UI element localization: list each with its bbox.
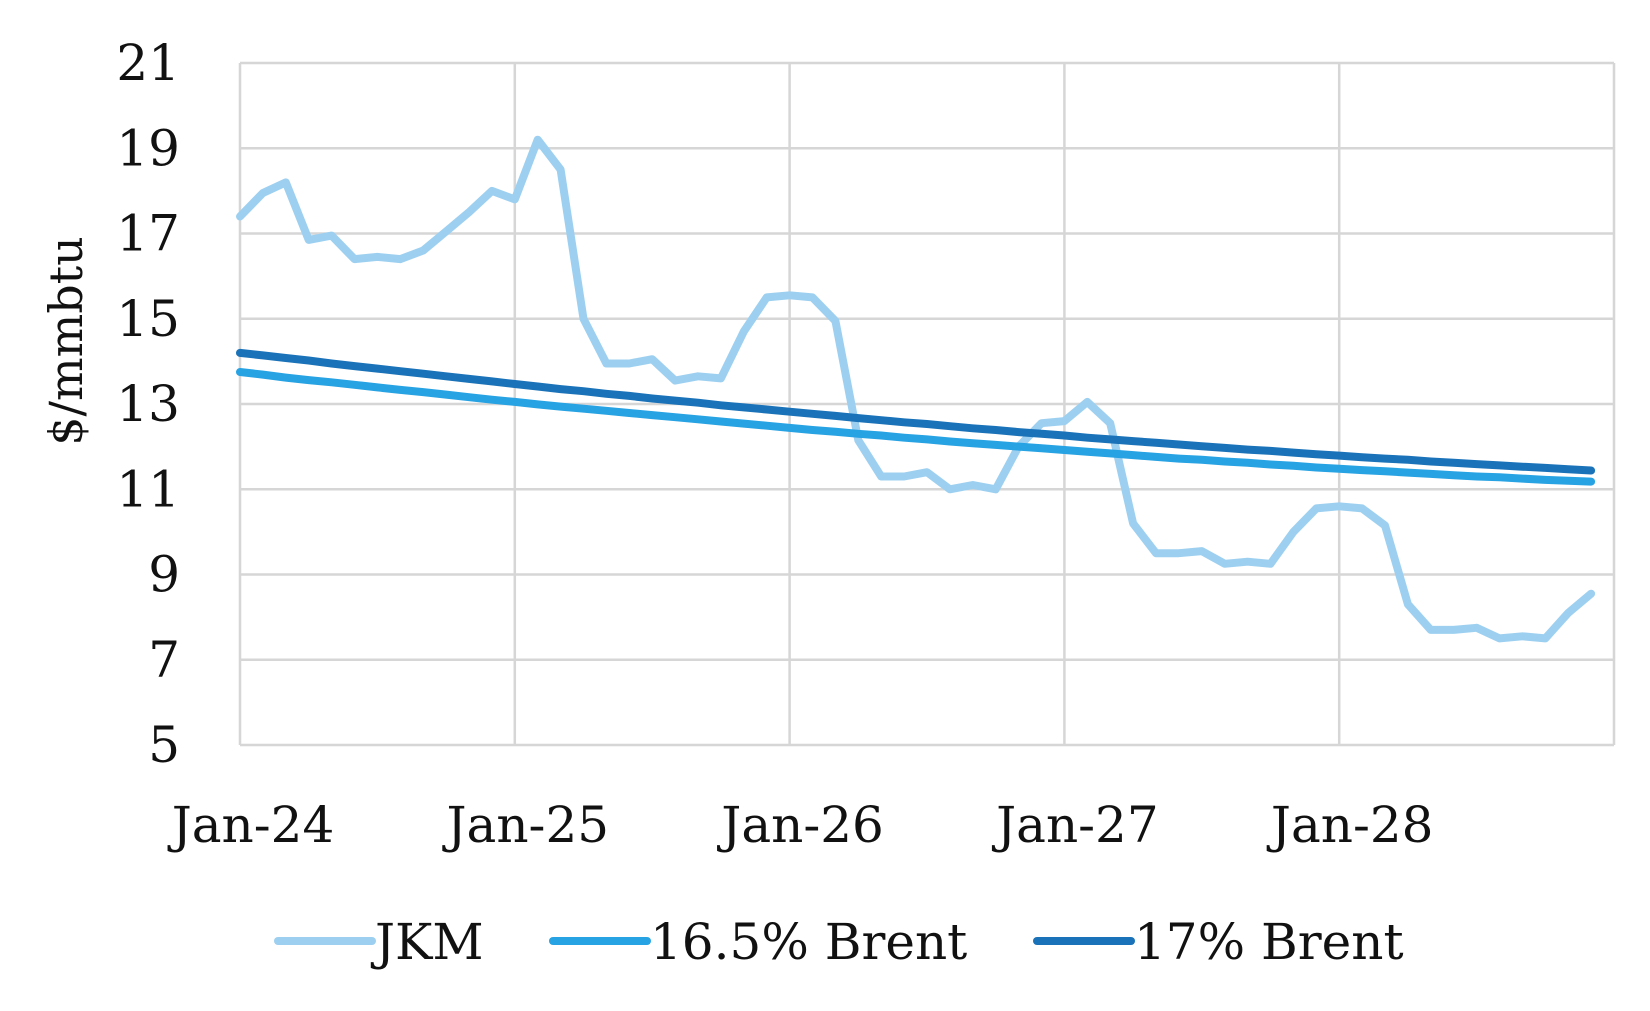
y-axis-title: $/mmbtu (39, 236, 93, 446)
y-tick-label: 19 (116, 119, 180, 177)
y-tick-label: 13 (116, 375, 180, 433)
y-tick-label: 21 (116, 34, 180, 92)
gridlines (238, 61, 1616, 747)
x-tick-label: Jan-28 (1266, 796, 1434, 854)
y-tick-label: 17 (116, 205, 180, 263)
series-lines (236, 135, 1596, 643)
y-tick-label: 7 (148, 631, 180, 689)
legend-label: JKM (370, 913, 484, 971)
x-tick-label: Jan-24 (167, 796, 335, 854)
y-tick-label: 5 (148, 716, 180, 774)
legend: JKM 16.5% Brent 17% Brent (274, 913, 1404, 971)
y-tick-label: 9 (148, 546, 180, 604)
legend-label: 17% Brent (1134, 913, 1404, 971)
legend-label: 16.5% Brent (650, 913, 967, 971)
x-tick-label: Jan-25 (442, 796, 610, 854)
series-line-16-5-brent (236, 368, 1596, 486)
y-tick-label: 15 (116, 290, 180, 348)
y-axis-tick-labels: 5 7 9 11 13 15 17 19 21 (116, 34, 180, 774)
y-tick-label: 11 (116, 460, 180, 518)
x-tick-label: Jan-27 (991, 796, 1159, 854)
x-axis-tick-labels: Jan-24 Jan-25 Jan-26 Jan-27 Jan-28 (167, 796, 1434, 854)
series-line-17-brent (236, 348, 1596, 475)
series-line-jkm (236, 135, 1596, 643)
x-tick-label: Jan-26 (716, 796, 884, 854)
